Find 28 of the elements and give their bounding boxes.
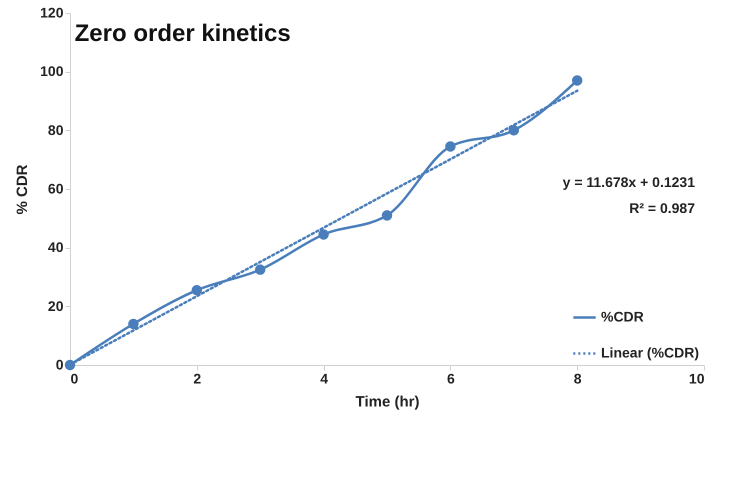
y-tick-label: 0 — [56, 356, 64, 372]
point — [192, 284, 202, 296]
point — [382, 210, 392, 221]
x-tick-label: 0 — [70, 370, 78, 386]
point — [254, 264, 266, 275]
x-tick-label: 4 — [320, 370, 328, 386]
annotation: R² = 0.987 — [629, 200, 696, 216]
x-axis-title: Time (hr) — [356, 394, 420, 410]
y-axis-title: % CDR — [14, 164, 32, 215]
y-tick-label: 40 — [48, 239, 64, 256]
legend-label: %CDR — [601, 308, 644, 324]
point — [128, 318, 139, 330]
y-tick-label: 20 — [48, 298, 64, 314]
legend-label: Linear (%CDR) — [601, 344, 700, 360]
point — [572, 75, 582, 86]
y-tick-label: 60 — [48, 180, 64, 196]
point — [445, 141, 456, 152]
point — [318, 229, 329, 240]
y-tick-label: 120 — [40, 4, 64, 20]
point — [508, 125, 520, 136]
x-tick-label: 2 — [193, 370, 202, 386]
y-tick-label: 80 — [48, 122, 64, 138]
annotation: y = 11.678x + 0.1231 — [562, 174, 696, 190]
x-tick-label: 8 — [574, 370, 582, 386]
chart-title: Zero order kinetics — [74, 20, 291, 47]
y-tick-label: 100 — [40, 63, 64, 80]
x-tick-label: 10 — [688, 370, 705, 386]
x-tick-label: 6 — [447, 370, 455, 386]
